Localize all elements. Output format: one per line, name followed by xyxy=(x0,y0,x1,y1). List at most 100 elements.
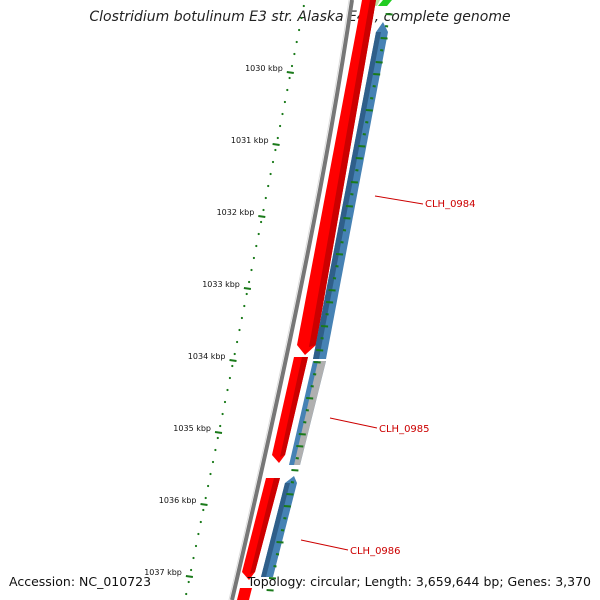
scale-dot xyxy=(255,244,258,248)
gene-label-clh0984: CLH_0984 xyxy=(425,199,476,210)
scale-dot xyxy=(197,532,200,536)
gc-skew-dash xyxy=(303,421,307,424)
scale-dot xyxy=(243,304,246,308)
scale-dot xyxy=(228,376,231,380)
gc-skew-dash xyxy=(328,289,336,292)
gc-skew-dash xyxy=(342,229,347,232)
reverse-gene-clh0984-shade xyxy=(313,32,381,359)
scale-dot xyxy=(216,436,219,440)
gc-skew-dash xyxy=(313,361,321,364)
reverse-gene-clh0985-gray xyxy=(294,361,326,465)
scale-dot xyxy=(257,232,260,236)
scale-dot xyxy=(281,112,284,116)
gc-skew-dash xyxy=(321,325,329,328)
gc-skew-dash xyxy=(291,469,299,472)
gc-skew-dash xyxy=(370,97,374,100)
forward-gene-clh0984-shade xyxy=(309,0,376,347)
gc-skew-dash xyxy=(273,565,277,568)
gc-skew-dash xyxy=(283,517,287,520)
scale-dot xyxy=(223,400,227,404)
scale-tick-label: 1032 kbp xyxy=(217,208,255,217)
gc-skew-dash xyxy=(385,13,393,16)
scale-dot xyxy=(267,184,270,188)
gc-skew-dash xyxy=(298,433,306,436)
scale-dot xyxy=(194,544,198,548)
scale-dot xyxy=(226,388,229,392)
gc-skew-dash xyxy=(335,265,339,268)
callout-line-clh0985 xyxy=(329,417,378,429)
gc-skew-dash xyxy=(332,277,337,280)
scale-tick xyxy=(229,359,237,362)
gc-skew-dash xyxy=(372,85,376,88)
gc-skew-dash xyxy=(326,301,334,304)
scale-dot xyxy=(209,472,212,476)
scale-tick xyxy=(286,71,294,74)
scale-dot xyxy=(231,364,234,368)
reverse-gene-clh0986-shade xyxy=(261,483,290,577)
gc-skew-dash xyxy=(296,445,304,448)
scale-dot xyxy=(293,52,296,56)
gc-skew-dash xyxy=(373,73,381,76)
reverse-gene-clh0986-arrow xyxy=(285,476,297,483)
forward-gene-next xyxy=(237,588,252,600)
gc-skew-dash xyxy=(286,493,294,496)
gc-skew-dash xyxy=(295,457,299,460)
scale-dot xyxy=(221,412,224,416)
callout-line-clh0986 xyxy=(300,539,349,551)
map-title: Clostridium botulinum E3 str. Alaska E43… xyxy=(89,9,511,25)
scale-dot xyxy=(300,16,303,20)
scale-dot xyxy=(276,136,279,140)
scale-dot xyxy=(290,64,294,68)
gc-skew-dash xyxy=(345,205,353,208)
gc-skew-dash xyxy=(316,349,324,352)
gc-skew-dash xyxy=(365,109,373,112)
gc-skew-dash xyxy=(343,217,351,220)
gc-skew-dash xyxy=(275,553,280,556)
scale-tick xyxy=(243,287,252,290)
scale-dot xyxy=(233,352,236,356)
scale-dot xyxy=(214,448,217,452)
gc-skew-dash xyxy=(335,253,344,256)
reverse-gene-clh0984-arrow xyxy=(376,22,388,32)
scale-dot xyxy=(262,208,265,212)
scale-dot xyxy=(240,316,243,320)
forward-gene-clh0985-shade xyxy=(280,357,308,457)
gc-skew-dash xyxy=(310,385,314,388)
gc-skew-dash xyxy=(266,589,274,592)
reverse-gene-track xyxy=(261,22,388,577)
gc-skew-dash xyxy=(384,25,389,28)
scale-dot xyxy=(286,88,289,92)
scale-dot xyxy=(264,196,267,200)
gc-skew-dash xyxy=(320,337,324,340)
gc-skew-dash xyxy=(365,121,369,124)
accession-text: Accession: NC_010723 xyxy=(9,574,152,589)
gc-skew-dash xyxy=(340,241,344,244)
gc-skew-dash xyxy=(358,145,366,148)
scale-dot xyxy=(274,148,277,152)
gc-skew-dash xyxy=(306,397,314,400)
scale-dot xyxy=(204,496,207,500)
gc-skew-dash xyxy=(355,169,359,172)
scale-dot xyxy=(288,76,291,80)
scale-dot xyxy=(199,520,202,524)
scale-tick xyxy=(214,431,223,434)
gc-skew-dash xyxy=(380,49,384,52)
gc-skew-dash xyxy=(268,577,277,580)
gene-label-clh0986: CLH_0986 xyxy=(350,546,401,557)
scale-dot xyxy=(192,556,195,560)
gene-label-clh0985: CLH_0985 xyxy=(379,424,430,435)
gc-skew-dash xyxy=(313,373,317,376)
scale-dot xyxy=(238,328,241,332)
scale-dot xyxy=(207,484,210,488)
gc-skew-plus-bar xyxy=(378,0,392,6)
gc-skew-dash xyxy=(276,541,284,544)
scale-tick-label: 1036 kbp xyxy=(159,496,197,505)
scale-dot xyxy=(211,460,215,464)
gc-skew-dash xyxy=(350,193,354,196)
genome-summary-text: Topology: circular; Length: 3,659,644 bp… xyxy=(247,574,591,589)
scale-dot xyxy=(298,28,301,32)
gc-skew-dash xyxy=(325,313,329,316)
scale-dot xyxy=(236,340,239,344)
scale-tick xyxy=(200,503,208,506)
